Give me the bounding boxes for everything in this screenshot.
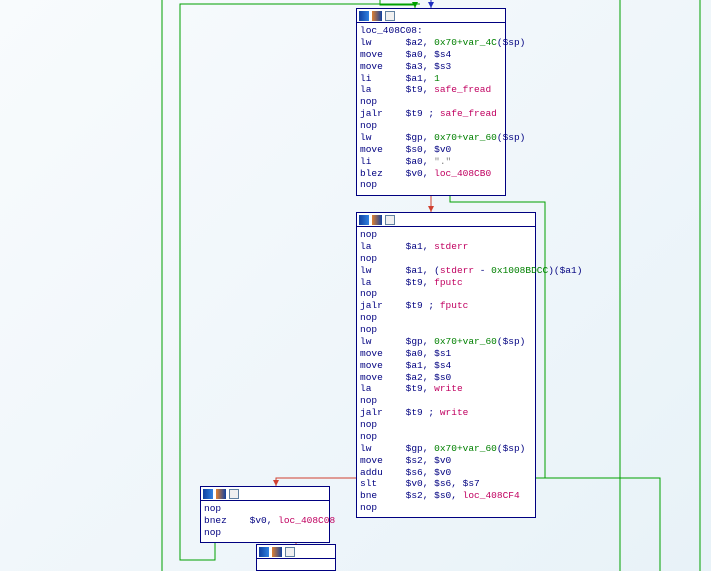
block-body: nop bnez $v0, loc_408C08 nop	[201, 501, 329, 542]
block-header	[257, 545, 335, 559]
view-icon	[359, 11, 369, 21]
breakpoint-icon	[385, 215, 395, 225]
block-header	[357, 213, 535, 227]
chart-icon	[272, 547, 282, 557]
block-fputc[interactable]: nop la $a1, stderr nop lw $a1, (stderr -…	[356, 212, 536, 518]
block-header	[357, 9, 505, 23]
edge-e_green_in_left	[380, 0, 415, 8]
block-body: loc_408C08: lw $a2, 0x70+var_4C($sp) mov…	[357, 23, 505, 194]
breakpoint-icon	[285, 547, 295, 557]
view-icon	[359, 215, 369, 225]
block-loc_408C08[interactable]: loc_408C08: lw $a2, 0x70+var_4C($sp) mov…	[356, 8, 506, 196]
block-bnez[interactable]: nop bnez $v0, loc_408C08 nop	[200, 486, 330, 543]
block-small[interactable]	[256, 544, 336, 571]
breakpoint-icon	[229, 489, 239, 499]
block-header	[201, 487, 329, 501]
graph-canvas[interactable]: loc_408C08: lw $a2, 0x70+var_4C($sp) mov…	[0, 0, 711, 571]
chart-icon	[372, 11, 382, 21]
breakpoint-icon	[385, 11, 395, 21]
view-icon	[259, 547, 269, 557]
block-body	[257, 559, 335, 564]
block-body: nop la $a1, stderr nop lw $a1, (stderr -…	[357, 227, 535, 517]
chart-icon	[372, 215, 382, 225]
chart-icon	[216, 489, 226, 499]
view-icon	[203, 489, 213, 499]
